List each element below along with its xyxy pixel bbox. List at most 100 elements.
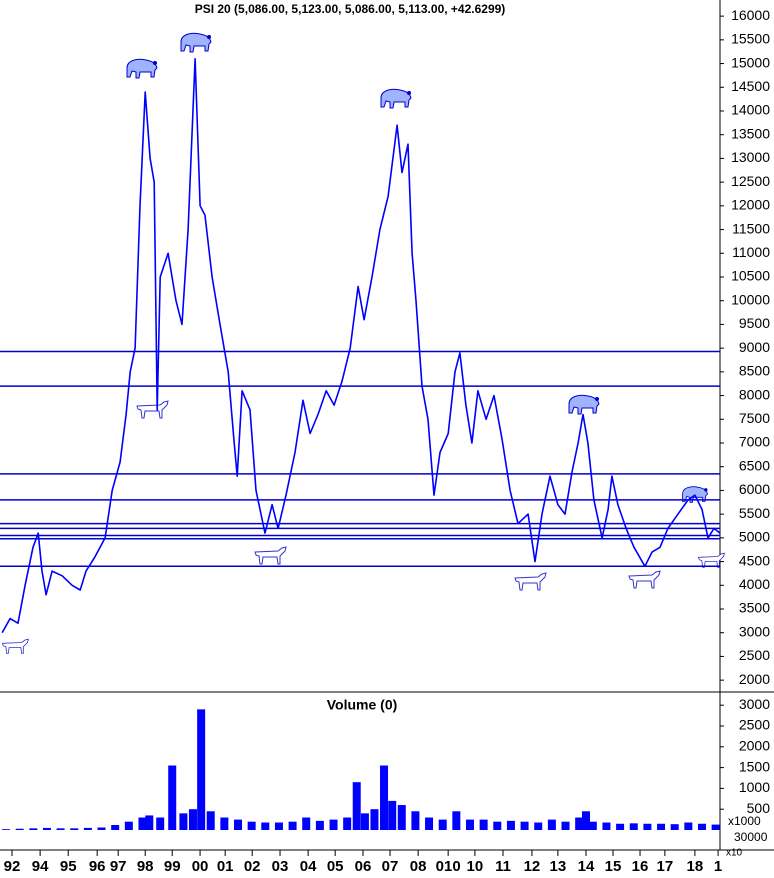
y-tick-label: 6000 [739,481,770,497]
volume-bar [352,782,361,830]
y-tick-label: 15000 [731,54,770,70]
chart-title: PSI 20 (5,086.00, 5,123.00, 5,086.00, 5,… [195,2,506,16]
x-tick-label: 02 [244,858,261,875]
volume-bar [220,817,229,830]
volume-bar [411,811,420,830]
volume-unit: 30000 [734,830,768,844]
x-tick-label: 1 [714,858,722,875]
x-tick-label: 05 [327,858,344,875]
y-tick-label: 3500 [739,600,770,616]
x-tick-label: 08 [410,858,427,875]
y-tick-label: 12000 [731,197,770,213]
volume-bar [479,819,488,830]
volume-bar [343,817,352,830]
volume-bar [616,823,625,830]
y-tick-label: 2000 [739,737,770,753]
y-tick-label: 2500 [739,647,770,663]
volume-bar [145,815,154,830]
y-tick-label: 12500 [731,173,770,189]
volume-bar [643,823,652,830]
volume-bar [697,823,706,830]
volume-bar [670,824,679,830]
y-tick-label: 2000 [739,671,770,687]
y-tick-label: 1000 [739,779,770,795]
volume-bar [15,828,24,830]
y-tick-label: 8500 [739,363,770,379]
volume-bar [581,811,590,830]
x-tick-label: 15 [605,858,622,875]
volume-bar [360,813,369,830]
x-tick-label: 00 [192,858,209,875]
x-tick-label: 01 [217,858,234,875]
x-tick-label: 03 [272,858,289,875]
volume-bar [179,813,188,830]
volume-bar [465,819,474,830]
volume-bar [70,828,79,830]
volume-bar [561,821,570,830]
y-tick-label: 5500 [739,505,770,521]
volume-bar [588,821,597,830]
volume-bar [493,821,502,830]
volume-bar [42,827,51,830]
y-tick-label: 14000 [731,102,770,118]
y-tick-label: 3000 [739,623,770,639]
x-tick-label: 010 [436,858,461,875]
x-tick-label: 97 [110,858,127,875]
y-tick-label: 7000 [739,434,770,450]
price-line [1,58,721,634]
volume-bar [425,817,434,830]
volume-bar [83,827,92,830]
volume-bar [29,828,38,830]
volume-bar [629,823,638,830]
volume-bar [97,827,106,830]
volume-bar [452,811,461,830]
volume-bar [315,820,324,830]
x-tick-label: 92 [4,858,21,875]
y-tick-label: 10500 [731,268,770,284]
x-tick-label: 13 [550,858,567,875]
y-tick-label: 13000 [731,149,770,165]
y-tick-label: 16000 [731,7,770,23]
x-tick-label: 14 [578,858,595,875]
volume-title: Volume (0) [327,697,398,713]
volume-bar [2,829,11,830]
volume-bar [534,822,543,830]
x-tick-label: 04 [300,858,317,875]
volume-bar [124,821,133,830]
volume-bar [197,709,206,830]
volume-bar [329,819,338,830]
volume-bar [111,825,120,830]
y-tick-label: 11000 [732,244,770,260]
y-tick-label: 11500 [732,220,770,236]
volume-bar [575,817,584,830]
volume-bar [370,809,379,830]
volume-bar [520,821,529,830]
volume-bar [247,821,256,830]
y-tick-label: 15500 [731,31,770,47]
x-tick-label: 11 [495,858,511,875]
y-tick-label: 4000 [739,576,770,592]
x-tick-label: 12 [524,858,541,875]
y-tick-label: 3000 [739,696,770,712]
y-tick-label: 4500 [739,552,770,568]
x-tick-label: 98 [137,858,154,875]
y-tick-label: 5000 [739,529,770,545]
volume-bar [288,821,297,830]
volume-bar [684,822,693,830]
y-tick-label: 8000 [739,386,770,402]
y-tick-label: 14500 [731,78,770,94]
volume-bar [168,765,177,830]
x-tick-label: 96 [89,858,106,875]
x-tick-label: 07 [382,858,399,875]
y-tick-label: 500 [747,800,771,816]
y-tick-label: 9000 [739,339,770,355]
volume-bar [156,817,165,830]
volume-bar [388,800,397,830]
y-tick-label: 6500 [739,457,770,473]
x-tick-label: 06 [355,858,372,875]
x-tick-label: 95 [60,858,77,875]
volume-bar [274,822,283,830]
volume-bar [56,828,65,830]
